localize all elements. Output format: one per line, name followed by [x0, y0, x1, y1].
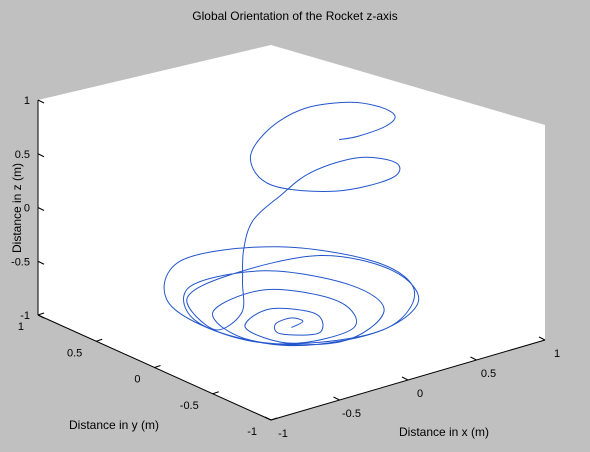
z-tick-mark: [37, 99, 45, 104]
y-tick-mark: [270, 417, 278, 421]
y-tick-mark: [37, 312, 45, 316]
series-line: [163, 101, 420, 347]
y-axis-label: Distance in y (m): [69, 418, 159, 432]
z-axis-label: Distance in z (m): [10, 163, 24, 253]
series-layer: [163, 101, 420, 347]
ticks-layer: -1-0.500.51-1-0.500.51-1-0.500.51: [11, 95, 560, 440]
x-tick-mark: [264, 416, 272, 421]
z-tick-mark: [37, 260, 45, 265]
z-tick-label: 0.5: [15, 149, 30, 161]
x-tick-label: -0.5: [342, 408, 361, 420]
y-tick-label: -0.5: [180, 400, 199, 412]
z-tick-mark: [37, 314, 45, 319]
y-tick-label: 1: [18, 321, 24, 333]
x-tick-mark: [470, 356, 477, 361]
axes-background: [38, 45, 545, 420]
x-tick-mark: [538, 336, 546, 341]
z-tick-label: -1: [20, 310, 30, 322]
y-tick-mark: [212, 391, 219, 395]
z-tick-label: -0.5: [11, 256, 30, 268]
x-tick-label: 0: [417, 388, 423, 400]
z-tick-mark: [37, 207, 45, 211]
z-tick-label: 0: [24, 203, 30, 215]
z-tick-mark: [37, 153, 45, 158]
y-tick-label: 0.5: [67, 347, 82, 359]
x-tick-label: 1: [554, 348, 560, 360]
y-tick-mark: [96, 338, 103, 342]
x-tick-mark: [333, 396, 340, 401]
x-tick-mark: [401, 376, 409, 381]
y-tick-label: -1: [247, 426, 257, 438]
y-tick-label: 0: [134, 374, 140, 386]
x-tick-label: 0.5: [481, 368, 496, 380]
chart-title: Global Orientation of the Rocket z-axis: [192, 9, 397, 23]
x-axis-label: Distance in x (m): [399, 425, 489, 439]
y-tick-mark: [154, 365, 161, 368]
x-tick-label: -1: [278, 428, 288, 440]
z-tick-label: 1: [24, 95, 30, 107]
